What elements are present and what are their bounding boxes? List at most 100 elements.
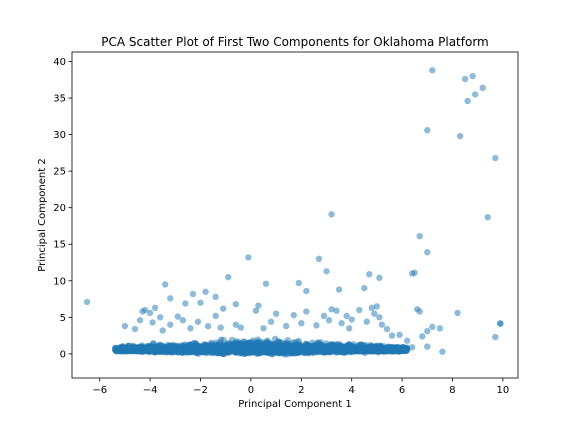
scatter-point [122,323,128,329]
x-tick-label: −2 [193,385,208,396]
scatter-point [126,343,132,349]
scatter-point [217,324,223,330]
scatter-point [182,300,188,306]
scatter-point [293,349,299,355]
scatter-point [233,301,239,307]
scatter-point [333,308,339,314]
scatter-point [384,326,390,332]
scatter-point [419,333,425,339]
scatter-point [187,346,193,352]
scatter-point [298,320,304,326]
scatter-point [204,347,210,353]
scatter-point [194,348,200,354]
y-tick-label: 25 [53,167,66,178]
scatter-point [323,268,329,274]
x-tick-label: 4 [349,385,355,396]
scatter-point [279,345,285,351]
scatter-point [149,319,155,325]
scatter-point [180,317,186,323]
x-tick-label: 10 [497,385,510,396]
scatter-point [316,256,322,262]
scatter-point [315,344,321,350]
scatter-point [497,320,503,326]
scatter-point [212,340,218,346]
scatter-point [417,308,423,314]
scatter-point [321,313,327,319]
y-tick-label: 35 [53,94,66,105]
scatter-point [239,347,245,353]
y-tick-label: 10 [53,276,66,287]
scatter-point [212,313,218,319]
scatter-point [437,325,443,331]
scatter-point [396,332,402,338]
scatter-point [232,342,238,348]
scatter-point [256,349,262,355]
scatter-point [162,281,168,287]
scatter-point [327,341,333,347]
scatter-point [376,275,382,281]
scatter-point [220,305,226,311]
y-tick-label: 40 [53,57,66,68]
scatter-point [492,334,498,340]
scatter-point [168,349,174,355]
scatter-point [160,327,166,333]
scatter-point [247,344,253,350]
scatter-point [202,289,208,295]
scatter-point [84,299,90,305]
y-tick-label: 30 [53,130,66,141]
y-tick-label: 5 [60,313,66,324]
x-tick-label: 6 [399,385,405,396]
scatter-point [291,312,297,318]
scatter-point [211,346,217,352]
scatter-point [152,305,158,311]
scatter-point [225,274,231,280]
scatter-point [429,324,435,330]
y-tick-label: 0 [60,349,66,360]
scatter-point [139,308,145,314]
scatter-point [366,271,372,277]
scatter-point [268,319,274,325]
scatter-point [137,317,143,323]
scatter-point [472,91,478,97]
scatter-point [119,347,125,353]
scatter-point [233,321,239,327]
scatter-point [283,323,289,329]
scatter-point [371,310,377,316]
y-axis-label: Principal Component 2 [37,158,48,271]
scatter-point [253,308,259,314]
scatter-point [147,310,153,316]
scatter-point [229,347,235,353]
scatter-point [454,310,460,316]
scatter-point [358,343,364,349]
scatter-point [364,319,370,325]
scatter-point [424,127,430,133]
scatter-point [424,249,430,255]
x-tick-label: 8 [449,385,455,396]
scatter-point [480,85,486,91]
scatter-point [411,270,417,276]
scatter-point [303,288,309,294]
scatter-point [187,325,193,331]
scatter-point [330,347,336,353]
scatter-point [379,321,385,327]
scatter-point [336,286,342,292]
scatter-point [457,133,463,139]
scatter-point [157,343,163,349]
scatter-point [263,281,269,287]
scatter-point [178,346,184,352]
scatter-point [273,310,279,316]
scatter-point [356,307,362,313]
scatter-point [388,346,394,352]
scatter-point [286,346,292,352]
scatter-point [397,346,403,352]
scatter-point [424,343,430,349]
scatter-point [304,343,310,349]
scatter-point [197,300,203,306]
scatter-point [429,67,435,73]
x-tick-label: −4 [143,385,158,396]
scatter-point [409,344,415,350]
scatter-point [492,155,498,161]
scatter-point [167,321,173,327]
y-tick-label: 15 [53,240,66,251]
